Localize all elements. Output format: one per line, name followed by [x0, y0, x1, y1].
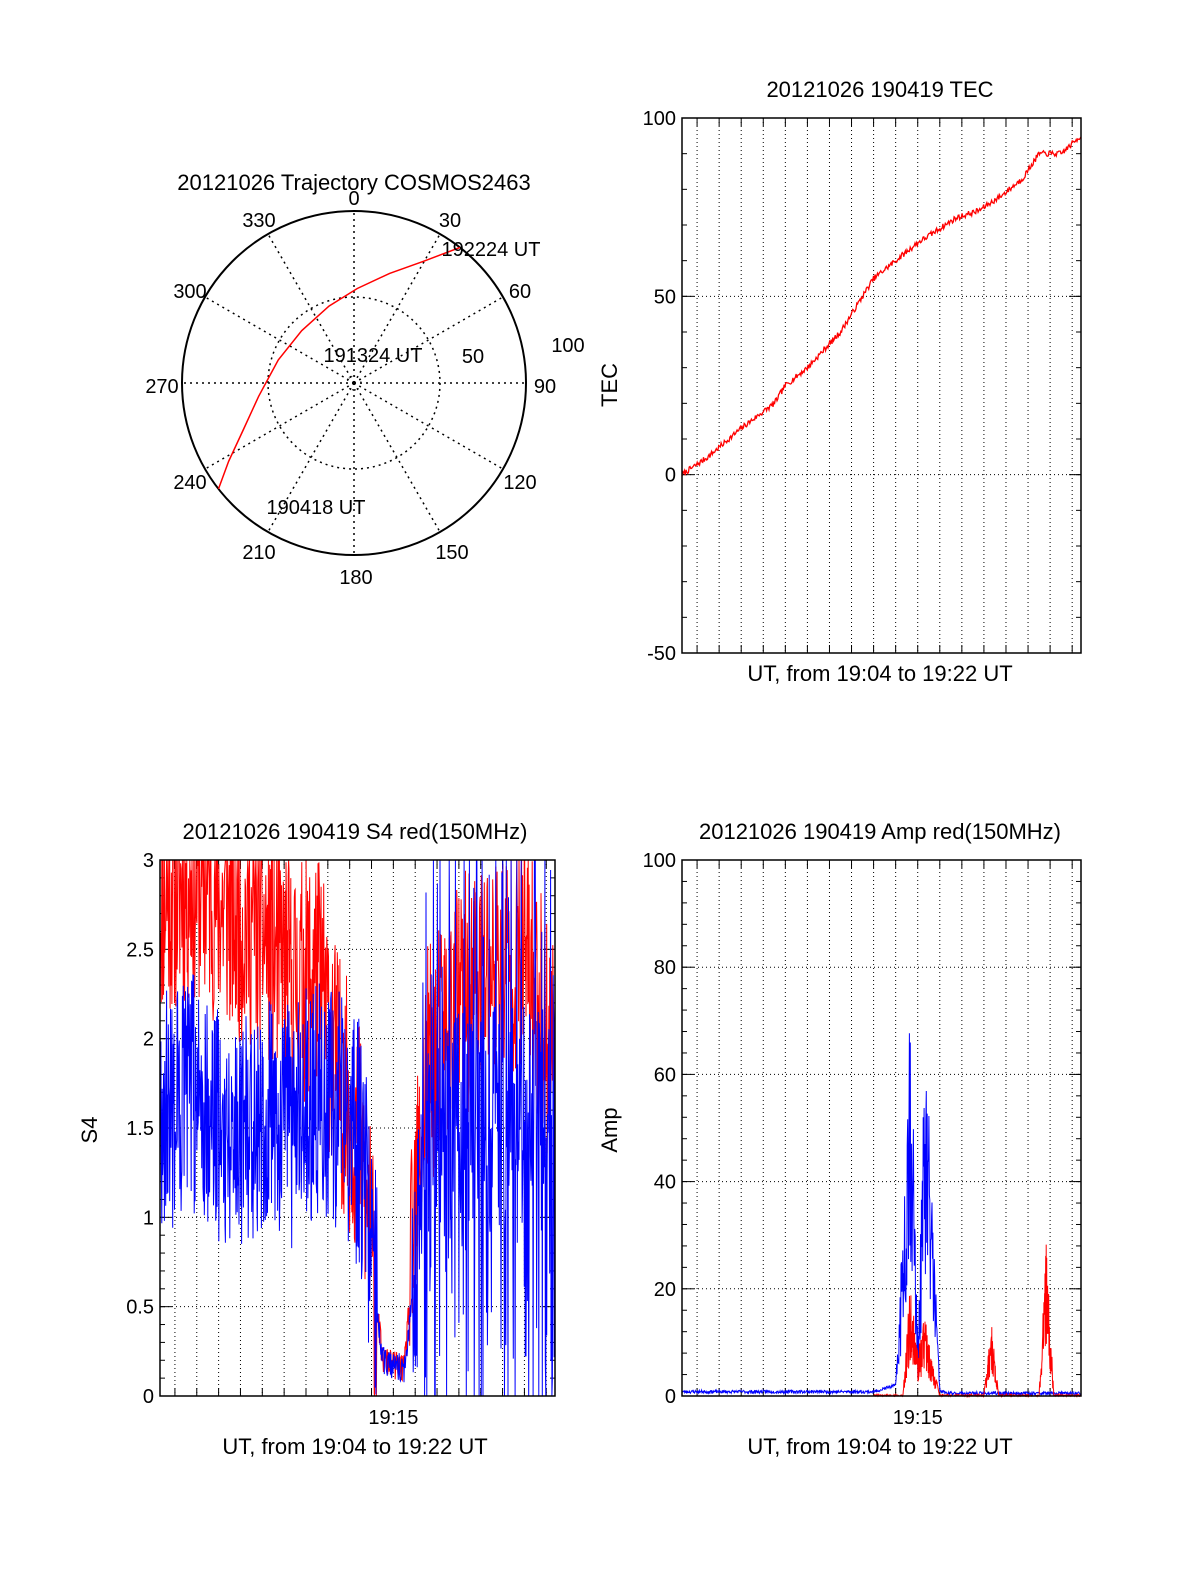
s4-series-line-blue: [160, 860, 555, 1396]
polar-spoke: [204, 382, 355, 470]
tec-plot-area: -50 0 50 100: [643, 108, 1082, 665]
trajectory-grid: [181, 210, 527, 556]
angle-label: 270: [145, 376, 178, 398]
angle-label: 330: [242, 210, 275, 232]
trajectory-annotation: 192224 UT: [442, 239, 541, 261]
angle-label: 120: [503, 472, 536, 494]
s4-ytick-label: 3: [143, 850, 154, 872]
angle-label: 90: [534, 376, 556, 398]
s4-ytick-label: 0.5: [126, 1297, 154, 1319]
amp-ytick-label: 80: [654, 957, 676, 979]
amp-series-line-blue: [681, 1033, 1082, 1397]
angle-label: 210: [242, 542, 275, 564]
trajectory-annotation: 191324 UT: [324, 345, 423, 367]
amp-plot-area: 0 20 40 60 80 100 19:15: [643, 850, 1082, 1429]
amp-xtick-label: 19:15: [893, 1407, 943, 1429]
polar-spoke: [204, 296, 355, 384]
tec-ylabel: TEC: [597, 363, 622, 407]
tec-xlabel: UT, from 19:04 to 19:22 UT: [747, 661, 1012, 686]
angle-label: 0: [348, 188, 359, 210]
polar-spoke: [353, 296, 504, 384]
angle-label: 150: [435, 542, 468, 564]
trajectory-annotation: 190418 UT: [267, 497, 366, 519]
tec-panel: 20121026 190419 TEC UT, from 19:04 to 19…: [597, 77, 1082, 686]
tec-ytick-label: -50: [647, 643, 676, 665]
trajectory-panel: 20121026 Trajectory COSMOS2463 0 30 60 90 12…: [145, 170, 584, 589]
trajectory-title: 20121026 Trajectory COSMOS2463: [177, 170, 530, 195]
amp-ytick-label: 0: [665, 1386, 676, 1408]
s4-ytick-label: 1: [143, 1207, 154, 1229]
amp-ylabel: Amp: [597, 1107, 622, 1152]
trajectory-line: [217, 246, 461, 490]
s4-plot-area: 0 0.5 1 1.5 2 2.5 3 19:15: [126, 850, 556, 1429]
polar-spoke: [353, 382, 504, 470]
s4-frame: [159, 859, 556, 1397]
trajectory-series: [217, 246, 461, 490]
tec-title: 20121026 190419 TEC: [766, 77, 993, 102]
amp-ytick-label: 100: [643, 850, 676, 872]
tec-line: [681, 136, 1082, 477]
tec-frame: [681, 117, 1082, 654]
angle-label: 180: [339, 567, 372, 589]
polar-spoke: [267, 233, 355, 384]
amp-ytick-label: 40: [654, 1172, 676, 1194]
s4-xtick-label: 19:15: [368, 1407, 418, 1429]
polar-spoke: [353, 233, 441, 384]
amp-ytick-label: 60: [654, 1064, 676, 1086]
amp-xlabel: UT, from 19:04 to 19:22 UT: [747, 1434, 1012, 1459]
amp-title: 20121026 190419 Amp red(150MHz): [699, 819, 1061, 844]
s4-ytick-label: 1.5: [126, 1118, 154, 1140]
s4-title: 20121026 190419 S4 red(150MHz): [183, 819, 528, 844]
s4-xlabel: UT, from 19:04 to 19:22 UT: [222, 1434, 487, 1459]
radial-label: 100: [551, 335, 584, 357]
tec-ytick-label: 50: [654, 286, 676, 308]
tec-ytick-label: 100: [643, 108, 676, 130]
s4-ytick-label: 2: [143, 1029, 154, 1051]
angle-label: 300: [173, 281, 206, 303]
amp-panel: 20121026 190419 Amp red(150MHz) UT, from…: [597, 819, 1082, 1459]
amp-ytick-label: 20: [654, 1279, 676, 1301]
polar-outer-circle: [181, 210, 527, 556]
angle-label: 60: [509, 281, 531, 303]
s4-ytick-label: 0: [143, 1386, 154, 1408]
amp-frame: [681, 859, 1082, 1397]
s4-series-layer: [160, 860, 555, 1396]
angle-label: 240: [173, 472, 206, 494]
s4-panel: 20121026 190419 S4 red(150MHz) UT, from …: [77, 819, 556, 1459]
trajectory-annotations: 192224 UT 191324 UT 190418 UT: [267, 239, 541, 519]
s4-ylabel: S4: [77, 1117, 102, 1144]
angle-label: 30: [439, 210, 461, 232]
radial-label: 50: [462, 346, 484, 368]
polar-spoke: [353, 382, 441, 533]
polar-spoke: [267, 382, 355, 533]
trajectory-angle-labels: 0 30 60 90 120 150 180 210 240 270 300 330 50 100: [145, 188, 584, 589]
tec-ytick-label: 0: [665, 465, 676, 487]
s4-ytick-label: 2.5: [126, 939, 154, 961]
